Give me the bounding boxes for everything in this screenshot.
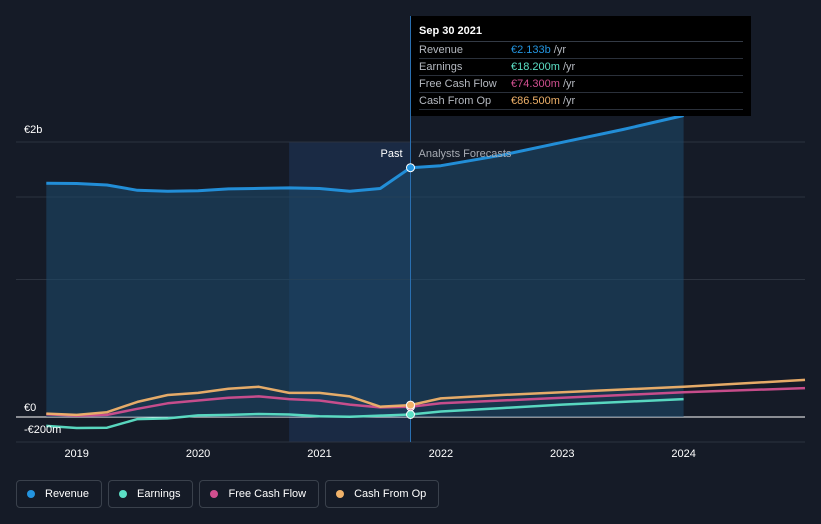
legend-label: Cash From Op xyxy=(354,488,427,500)
series-line-revenue xyxy=(46,114,684,193)
tooltip-row-unit: /yr xyxy=(553,44,566,56)
forecast-label: Analysts Forecasts xyxy=(419,148,512,160)
legend-item-revenue[interactable]: Revenue xyxy=(16,480,103,508)
series-marker xyxy=(406,409,415,419)
tooltip-date: Sep 30 2021 xyxy=(419,24,743,42)
y-axis-bottom-label: -€200m xyxy=(24,424,61,436)
legend-dot-icon xyxy=(27,490,35,498)
tooltip-row-value: €18.200m xyxy=(511,61,560,73)
legend-dot-icon xyxy=(336,490,345,498)
x-tick-label: 2024 xyxy=(671,448,695,460)
tooltip-row-cash-from-op: Cash From Op €86.500m /yr xyxy=(419,93,743,110)
tooltip-row-value: €86.500m xyxy=(511,95,560,107)
tooltip-row-label: Free Cash Flow xyxy=(419,78,497,90)
tooltip-row-value: €2.133b xyxy=(511,44,551,56)
series-line-cash-from-op xyxy=(46,378,806,417)
tooltip-row-revenue: Revenue €2.133b /yr xyxy=(419,42,743,59)
tooltip-row-free-cash-flow: Free Cash Flow €74.300m /yr xyxy=(419,76,743,93)
y-axis-zero-label: €0 xyxy=(24,402,36,414)
tooltip-row-unit: /yr xyxy=(562,78,576,90)
tooltip-row-value: €74.300m xyxy=(511,78,560,90)
legend-item-earnings[interactable]: Earnings xyxy=(108,480,194,508)
y-axis-top-label: €2b xyxy=(24,124,42,136)
legend-label: Free Cash Flow xyxy=(228,488,307,500)
x-tick-label: 2022 xyxy=(429,448,453,460)
legend-dot-icon xyxy=(119,490,128,498)
tooltip-row-label: Earnings xyxy=(419,61,463,73)
series-line-earnings xyxy=(46,397,684,430)
tooltip-row-label: Cash From Op xyxy=(419,95,492,107)
x-tick-label: 2020 xyxy=(186,448,210,460)
legend-item-cash-from-op[interactable]: Cash From Op xyxy=(325,480,440,508)
legend-item-free-cash-flow[interactable]: Free Cash Flow xyxy=(199,480,320,508)
legend-dot-icon xyxy=(210,490,219,498)
series-marker xyxy=(406,400,415,410)
x-tick-label: 2019 xyxy=(64,448,88,460)
tooltip-row-unit: /yr xyxy=(562,95,576,107)
tooltip-row-unit: /yr xyxy=(562,61,576,73)
legend: Revenue Earnings Free Cash Flow Cash Fro… xyxy=(16,480,445,508)
x-tick-label: 2023 xyxy=(550,448,574,460)
x-tick-label: 2021 xyxy=(307,448,331,460)
series-marker xyxy=(406,163,415,173)
tooltip: Sep 30 2021 Revenue €2.133b /yr Earnings… xyxy=(411,16,751,116)
legend-label: Earnings xyxy=(137,488,181,500)
series-line-free-cash-flow xyxy=(46,386,806,417)
legend-label: Revenue xyxy=(45,488,90,500)
tooltip-row-earnings: Earnings €18.200m /yr xyxy=(419,59,743,76)
tooltip-row-label: Revenue xyxy=(419,44,464,56)
past-label: Past xyxy=(380,148,402,160)
